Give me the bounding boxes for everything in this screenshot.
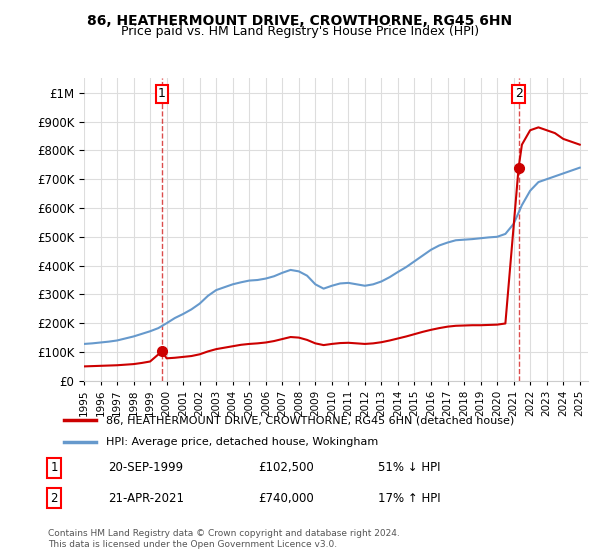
Text: 17% ↑ HPI: 17% ↑ HPI: [378, 492, 440, 505]
Text: Price paid vs. HM Land Registry's House Price Index (HPI): Price paid vs. HM Land Registry's House …: [121, 25, 479, 38]
Text: 2: 2: [50, 492, 58, 505]
Text: 86, HEATHERMOUNT DRIVE, CROWTHORNE, RG45 6HN: 86, HEATHERMOUNT DRIVE, CROWTHORNE, RG45…: [88, 14, 512, 28]
Text: 1: 1: [50, 461, 58, 474]
Text: HPI: Average price, detached house, Wokingham: HPI: Average price, detached house, Woki…: [106, 437, 379, 447]
Text: 2: 2: [515, 87, 523, 100]
Text: 86, HEATHERMOUNT DRIVE, CROWTHORNE, RG45 6HN (detached house): 86, HEATHERMOUNT DRIVE, CROWTHORNE, RG45…: [106, 415, 514, 425]
Text: 21-APR-2021: 21-APR-2021: [108, 492, 184, 505]
Text: 51% ↓ HPI: 51% ↓ HPI: [378, 461, 440, 474]
Text: 20-SEP-1999: 20-SEP-1999: [108, 461, 183, 474]
Text: Contains HM Land Registry data © Crown copyright and database right 2024.
This d: Contains HM Land Registry data © Crown c…: [48, 529, 400, 549]
Text: 1: 1: [158, 87, 166, 100]
Text: £740,000: £740,000: [258, 492, 314, 505]
Text: £102,500: £102,500: [258, 461, 314, 474]
